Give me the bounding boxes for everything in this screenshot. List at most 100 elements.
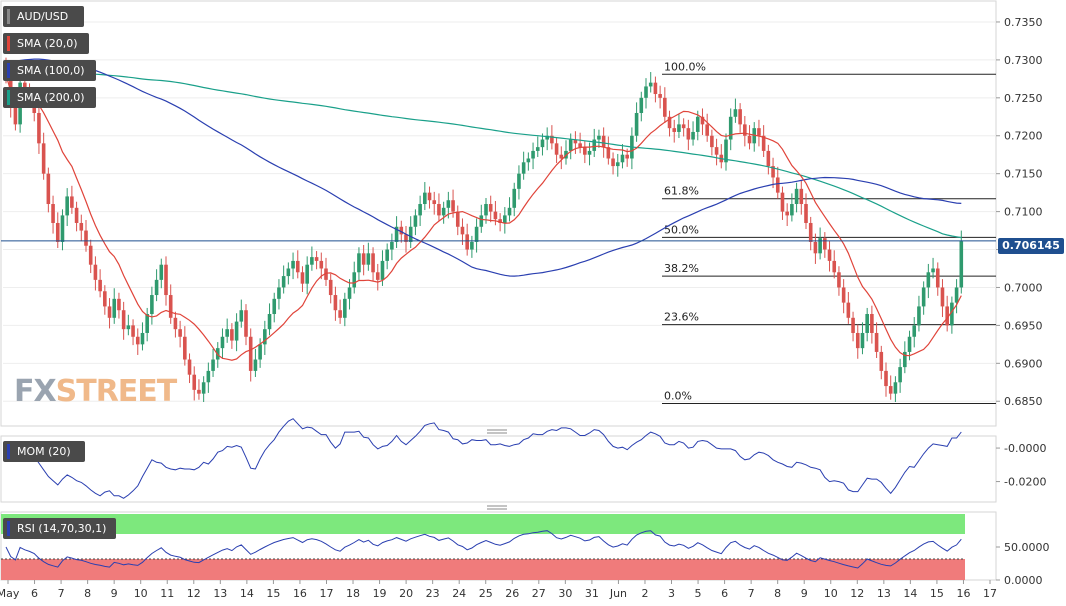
candle-body — [46, 173, 51, 205]
x-tick-label: 3 — [668, 587, 675, 600]
candle-body — [568, 139, 573, 151]
candle-body — [437, 204, 441, 216]
candle-body — [888, 386, 893, 394]
price-tick-label: 0.7000 — [1004, 281, 1043, 294]
candle-body — [51, 204, 55, 223]
rsi-y-axis: 50.0000 0.0000 — [996, 541, 1050, 587]
candle-body — [41, 143, 46, 174]
candle-body — [366, 253, 371, 265]
panel-resize-handle-1[interactable] — [487, 429, 507, 434]
candle-body — [620, 154, 625, 163]
candle-body — [921, 287, 926, 307]
candle-body — [65, 196, 69, 216]
candle-body — [488, 204, 493, 212]
sma-100-tag[interactable]: SMA (100,0) — [3, 60, 96, 81]
candle-body — [441, 207, 446, 216]
candle-body — [88, 245, 93, 265]
candle-body — [710, 135, 714, 148]
price-tick-label: 0.6900 — [1004, 357, 1043, 370]
x-tick-label: 8 — [84, 587, 91, 600]
candle-body — [907, 336, 912, 352]
rsi-tag[interactable]: RSI (14,70,30,1) — [3, 518, 116, 539]
price-y-axis: 0.7350 0.7300 0.7250 0.7200 0.7150 0.7100 0.70… — [996, 16, 1043, 408]
candle-body — [752, 128, 757, 144]
sma-100-line — [5, 58, 962, 277]
current-price-label: 0.706145 — [998, 238, 1064, 254]
candle-body — [206, 370, 211, 383]
candle-body — [667, 116, 672, 129]
candle-body — [606, 147, 611, 159]
candle-body — [790, 204, 794, 216]
candle-body — [503, 215, 507, 223]
candle-body — [70, 196, 74, 208]
candle-body — [611, 158, 615, 167]
candle-body — [827, 249, 832, 261]
x-tick-label: 9 — [801, 587, 808, 600]
candle-body — [705, 124, 709, 136]
x-tick-label: 7 — [748, 587, 755, 600]
candle-body — [865, 314, 869, 333]
candle-body — [427, 192, 432, 201]
candle-body — [375, 272, 380, 280]
candle-body — [813, 241, 818, 254]
candle-body — [361, 253, 366, 265]
candle-body — [390, 241, 394, 250]
candle-body — [211, 359, 215, 371]
candle-body — [808, 222, 813, 242]
panel-resize-handle-2[interactable] — [487, 505, 507, 510]
candle-body — [145, 314, 149, 333]
candle-body — [413, 215, 418, 227]
candle-body — [470, 241, 474, 250]
sma-200-tag[interactable]: SMA (200,0) — [3, 87, 96, 108]
candle-body — [677, 124, 681, 132]
sma-20-tag[interactable]: SMA (20,0) — [3, 33, 89, 54]
candle-body — [192, 374, 197, 390]
candle-body — [121, 310, 126, 330]
price-tick-label: 0.7300 — [1004, 54, 1043, 67]
candle-body — [178, 329, 182, 337]
x-tick-label: 10 — [134, 587, 148, 600]
candle-body — [583, 147, 587, 155]
mom-tag[interactable]: MOM (20) — [3, 441, 85, 462]
candle-body — [743, 124, 747, 136]
candle-body — [60, 215, 65, 242]
candle-body — [512, 188, 517, 208]
candle-body — [295, 260, 300, 273]
candle-body — [408, 226, 413, 242]
candle-body — [258, 344, 262, 360]
x-tick-label: 8 — [774, 587, 781, 600]
candle-body — [747, 135, 752, 144]
x-tick-label: 27 — [532, 587, 546, 600]
rsi-overbought-zone — [1, 514, 965, 534]
candle-body — [248, 336, 253, 371]
rsi-line — [5, 530, 962, 569]
candle-body — [931, 268, 935, 273]
candle-body — [785, 211, 789, 216]
symbol-label: AUD/USD — [17, 10, 69, 23]
candle-body — [950, 302, 954, 326]
candle-body — [846, 302, 851, 318]
rsi-tick-label: 50.0000 — [1004, 541, 1050, 554]
candle-body — [903, 351, 907, 368]
price-grid — [3, 21, 996, 402]
candle-body — [898, 367, 902, 383]
candle-body — [239, 310, 244, 322]
candle-body — [771, 166, 775, 178]
candle-body — [663, 97, 667, 117]
candle-body — [159, 264, 164, 280]
sma-200-label: SMA (200,0) — [17, 91, 85, 104]
fxstreet-logo: FXSTREET — [14, 374, 177, 409]
candle-body — [738, 109, 742, 125]
candle-body — [841, 287, 846, 303]
rsi-tick-label: 0.0000 — [1004, 574, 1043, 587]
candle-body — [201, 382, 206, 394]
candle-body — [681, 124, 686, 129]
mom-label: MOM (20) — [17, 445, 71, 458]
symbol-tag[interactable]: AUD/USD — [3, 6, 84, 27]
candle-body — [935, 268, 940, 288]
candle-body — [954, 287, 959, 303]
candle-body — [587, 150, 592, 155]
x-tick-label: 15 — [266, 587, 280, 600]
sma-200-line — [5, 73, 962, 239]
candle-body — [644, 86, 648, 98]
